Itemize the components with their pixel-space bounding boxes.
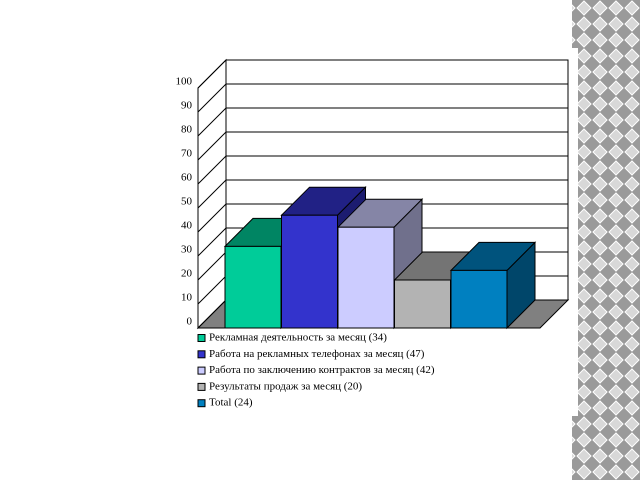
grid-line <box>197 59 568 89</box>
bar <box>337 226 395 329</box>
y-tick-label: 100 <box>176 76 193 88</box>
grid-line <box>197 179 568 209</box>
y-tick-label: 40 <box>181 220 193 232</box>
grid-line <box>197 227 568 257</box>
legend-label: Работа на рекламных телефонах за месяц (… <box>209 348 425 360</box>
grid-line <box>197 155 568 185</box>
bar <box>224 245 282 329</box>
y-tick-label: 50 <box>181 196 193 208</box>
grid-line <box>197 203 568 233</box>
decor-strip <box>572 0 640 480</box>
legend-label: Рекламная деятельность за месяц (34) <box>209 332 387 344</box>
legend-swatch <box>197 399 206 408</box>
legend-swatch <box>197 334 206 342</box>
bar <box>450 269 508 329</box>
y-tick-label: 60 <box>181 172 193 184</box>
bar <box>394 279 451 329</box>
y-tick-label: 90 <box>181 100 193 112</box>
slide-edge <box>572 48 578 416</box>
grid-line <box>197 131 568 161</box>
legend-swatch <box>197 382 206 391</box>
bar <box>281 214 338 329</box>
grid-line <box>197 83 568 113</box>
y-tick-label: 0 <box>187 316 193 328</box>
y-tick-label: 20 <box>181 268 193 280</box>
y-tick-label: 70 <box>181 148 193 160</box>
y-tick-label: 10 <box>181 292 193 304</box>
legend-label: Результаты продаж за месяц (20) <box>209 380 362 392</box>
legend-label: Работа по заключению контрактов за месяц… <box>209 364 435 376</box>
y-tick-label: 30 <box>181 244 193 256</box>
grid-line <box>197 107 568 137</box>
legend-swatch <box>197 350 206 359</box>
chart: 0 10 20 30 40 50 60 70 80 90 100 Рекламная деятельн… <box>176 58 570 409</box>
y-tick-label: 80 <box>181 124 193 136</box>
legend-label: Total (24) <box>209 397 253 409</box>
legend-swatch <box>197 366 206 375</box>
